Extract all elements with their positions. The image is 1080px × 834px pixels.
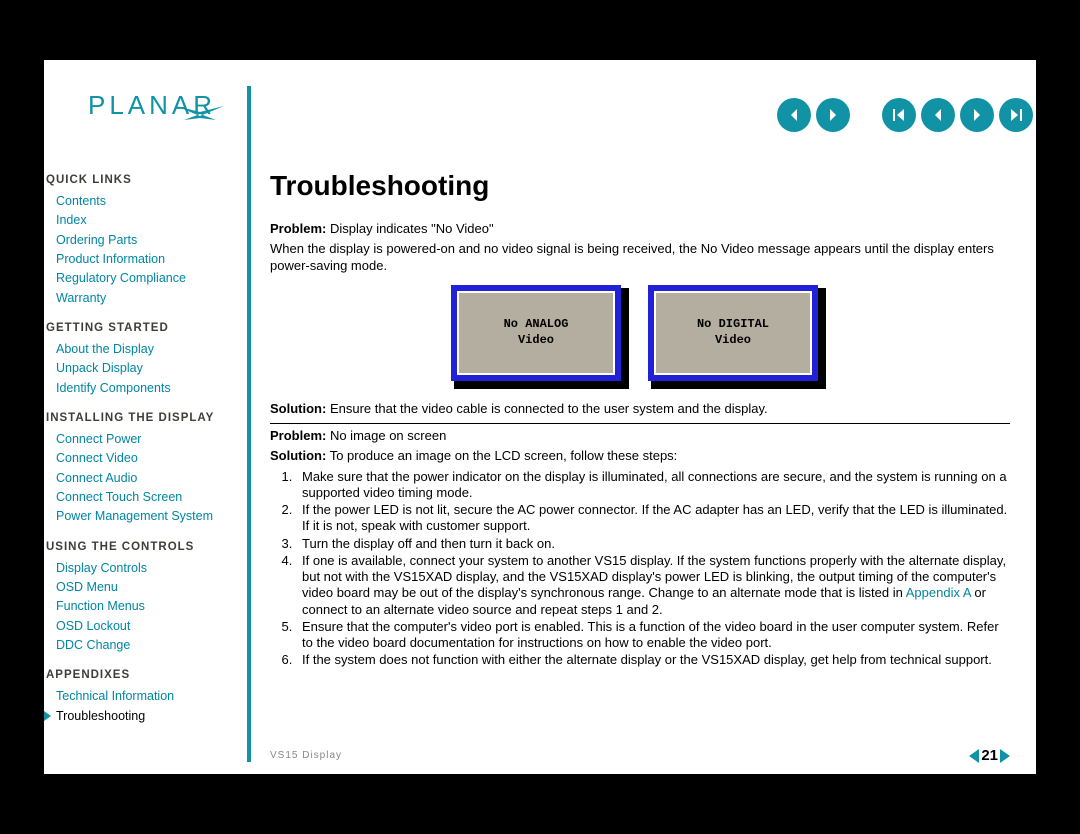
footer-next-page-button[interactable] <box>1000 749 1010 763</box>
solution-2-intro: Solution: To produce an image on the LCD… <box>270 448 1010 464</box>
sidebar-link[interactable]: Connect Touch Screen <box>46 488 242 507</box>
problem-2: Problem: No image on screen <box>270 428 1010 444</box>
document-page: PLANAR QUICK LINKS ContentsIndexOrdering … <box>44 60 1036 774</box>
step-item: Make sure that the power indicator on th… <box>296 469 1010 502</box>
sidebar-link[interactable]: Power Management System <box>46 507 242 526</box>
sidebar-link[interactable]: Function Menus <box>46 597 242 616</box>
solution-label: Solution: <box>270 401 326 416</box>
sidebar-section-heading: APPENDIXES <box>46 667 242 685</box>
section-divider <box>270 423 1010 424</box>
solution-1: Solution: Ensure that the video cable is… <box>270 401 1010 417</box>
problem-1: Problem: Display indicates "No Video" <box>270 221 1010 237</box>
sidebar-link[interactable]: Warranty <box>46 289 242 308</box>
brand-logo: PLANAR <box>88 90 216 121</box>
problem-label: Problem: <box>270 221 326 236</box>
sidebar-section-heading: GETTING STARTED <box>46 320 242 338</box>
sidebar-link[interactable]: Index <box>46 211 242 230</box>
appendix-link[interactable]: Appendix A <box>906 585 971 600</box>
step-item: If the system does not function with eit… <box>296 652 1010 668</box>
sidebar-section-heading: INSTALLING THE DISPLAY <box>46 410 242 428</box>
sidebar-section-heading: USING THE CONTROLS <box>46 539 242 557</box>
sidebar-link[interactable]: Unpack Display <box>46 359 242 378</box>
sidebar-link[interactable]: Connect Power <box>46 430 242 449</box>
sidebar-link[interactable]: Troubleshooting <box>46 707 242 726</box>
sidebar-link[interactable]: Ordering Parts <box>46 231 242 250</box>
sidebar-link[interactable]: Contents <box>46 192 242 211</box>
solution-steps-list: Make sure that the power indicator on th… <box>270 469 1010 669</box>
nav-prev-view-button[interactable] <box>777 98 811 132</box>
page-number: 21 <box>981 747 998 764</box>
sidebar-nav: QUICK LINKS ContentsIndexOrdering PartsPr… <box>46 172 242 726</box>
page-footer: VS15 Display 21 <box>270 747 1010 764</box>
sidebar-section-heading: QUICK LINKS <box>46 172 242 190</box>
display-illustration-analog: No ANALOG Video <box>454 288 629 389</box>
problem-text: Display indicates "No Video" <box>326 221 493 236</box>
problem-1-desc: When the display is powered-on and no vi… <box>270 241 1010 274</box>
step-item: Turn the display off and then turn it ba… <box>296 536 1010 552</box>
sidebar-link[interactable]: OSD Menu <box>46 578 242 597</box>
nav-next-view-button[interactable] <box>816 98 850 132</box>
nav-prev-page-button[interactable] <box>921 98 955 132</box>
sidebar-link[interactable]: Product Information <box>46 250 242 269</box>
sidebar-link[interactable]: Technical Information <box>46 687 242 706</box>
sidebar-link[interactable]: OSD Lockout <box>46 617 242 636</box>
logo-wings-icon <box>176 98 224 116</box>
nav-last-page-button[interactable] <box>999 98 1033 132</box>
solution-text: To produce an image on the LCD screen, f… <box>326 448 677 463</box>
sidebar-link[interactable]: Display Controls <box>46 559 242 578</box>
display-illustration-digital: No DIGITAL Video <box>651 288 826 389</box>
step-item: Ensure that the computer's video port is… <box>296 619 1010 652</box>
sidebar-link[interactable]: DDC Change <box>46 636 242 655</box>
sidebar-link[interactable]: Connect Audio <box>46 469 242 488</box>
step-item: If one is available, connect your system… <box>296 553 1010 618</box>
nav-buttons-view <box>777 98 850 132</box>
solution-label: Solution: <box>270 448 326 463</box>
main-content: Troubleshooting Problem: Display indicat… <box>270 168 1010 670</box>
footer-prev-page-button[interactable] <box>969 749 979 763</box>
nav-buttons-page <box>882 98 1033 132</box>
sidebar-link[interactable]: About the Display <box>46 340 242 359</box>
sidebar-link[interactable]: Identify Components <box>46 379 242 398</box>
page-number-nav: 21 <box>969 747 1010 764</box>
footer-doc-title: VS15 Display <box>270 750 342 761</box>
nav-next-page-button[interactable] <box>960 98 994 132</box>
step-item: If the power LED is not lit, secure the … <box>296 502 1010 535</box>
display-illustrations: No ANALOG Video No DIGITAL Video <box>270 288 1010 389</box>
page-title: Troubleshooting <box>270 168 1010 203</box>
problem-label: Problem: <box>270 428 326 443</box>
sidebar-link[interactable]: Connect Video <box>46 449 242 468</box>
nav-first-page-button[interactable] <box>882 98 916 132</box>
sidebar-link[interactable]: Regulatory Compliance <box>46 269 242 288</box>
display-msg-digital: No DIGITAL Video <box>654 291 812 375</box>
vertical-divider <box>247 86 251 762</box>
solution-text: Ensure that the video cable is connected… <box>326 401 767 416</box>
display-msg-analog: No ANALOG Video <box>457 291 615 375</box>
problem-text: No image on screen <box>326 428 446 443</box>
